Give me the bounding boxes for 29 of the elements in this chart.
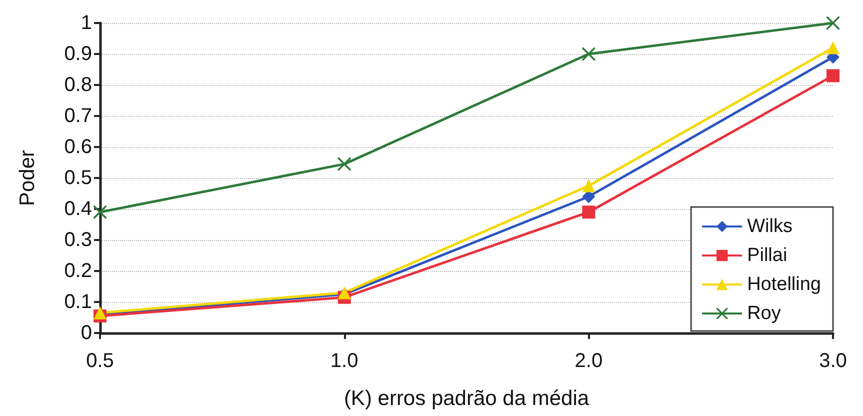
y-axis-title: Poder	[16, 150, 39, 206]
y-tick-label: 0.9	[64, 43, 92, 65]
y-tick-label: 0.5	[64, 167, 92, 189]
legend-label: Roy	[747, 303, 782, 324]
y-tick-label: 0.1	[64, 291, 92, 313]
y-tick-label: 0.8	[64, 74, 92, 96]
y-tick-label: 0.3	[64, 229, 92, 251]
point	[582, 190, 596, 204]
point	[826, 69, 840, 82]
x-tick-label: 1.0	[330, 350, 358, 372]
y-tick-label: 0.7	[64, 105, 92, 127]
x-axis-title: (K) erros padrão da média	[344, 387, 590, 410]
x-tick-label: 2.0	[574, 350, 603, 372]
point	[582, 179, 596, 192]
legend-label: Wilks	[747, 216, 792, 237]
point	[826, 41, 840, 54]
point	[94, 206, 106, 219]
y-tick-label: 0.6	[64, 136, 92, 158]
legend-label: Pillai	[747, 245, 788, 266]
point	[826, 16, 840, 30]
point	[338, 158, 351, 171]
point	[582, 48, 596, 60]
legend-label: Hotelling	[747, 274, 822, 295]
y-tick-label: 1	[80, 12, 92, 34]
point	[582, 206, 596, 219]
y-tick-label: 0.4	[64, 198, 92, 220]
x-tick-label: 3.0	[819, 350, 847, 372]
y-tick-label: 0	[80, 322, 92, 344]
y-tick-label: 0.2	[64, 260, 92, 282]
